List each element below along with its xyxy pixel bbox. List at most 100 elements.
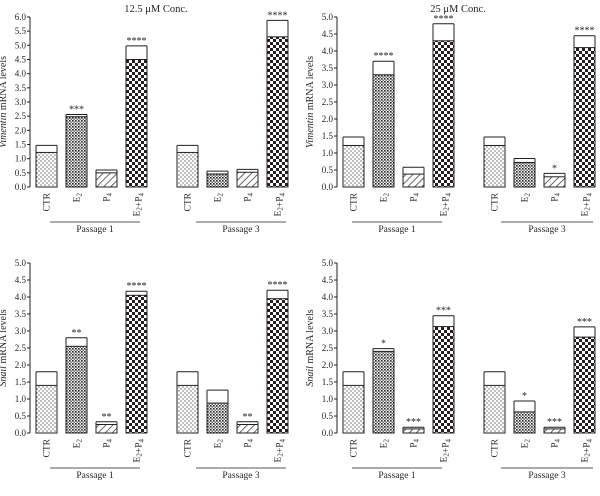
y-tick-label: 3.0 — [15, 97, 27, 107]
bar — [402, 428, 425, 434]
tick-label: P4 — [103, 193, 114, 202]
y-tick-label: 5.0 — [322, 12, 334, 22]
y-tick-label: 4.0 — [15, 292, 27, 302]
tick-label: P4 — [103, 439, 114, 448]
bar — [402, 173, 425, 188]
bar — [65, 116, 88, 188]
y-axis-label: Vimentin mRNA levels — [305, 56, 316, 148]
group-label: Passage 1 — [378, 471, 415, 481]
significance-label: **** — [434, 14, 454, 25]
chart-top-right: 25 μM Conc. 0.0 0.5 1.0 1.5 2.0 2.5 3.0 3.5 4.0 4… — [305, 4, 596, 235]
y-tick-label: 3.0 — [322, 326, 334, 336]
bar — [543, 176, 566, 188]
tick-label: P4 — [551, 193, 562, 202]
y-tick-label: 3.5 — [15, 309, 27, 319]
chart-title: 25 μM Conc. — [430, 4, 486, 15]
tick-label: E2+P4 — [581, 439, 594, 463]
y-tick-label: 2.0 — [15, 125, 27, 135]
tick-label: E2+P4 — [133, 439, 146, 463]
bar — [65, 345, 88, 434]
bar — [432, 326, 455, 434]
y-tick-label: 2.5 — [322, 97, 334, 107]
y-tick-label: 6.0 — [15, 12, 27, 22]
significance-label: ** — [102, 412, 112, 423]
chart-top-left: 12.5 μM Conc. 0.0 0.5 1.0 1.5 2.0 2.5 3.0 3.5 4.… — [0, 4, 289, 235]
y-tick-label: 5.0 — [15, 258, 27, 268]
y-tick-label: 0.5 — [15, 168, 27, 178]
y-tick-label: 0.0 — [15, 182, 27, 192]
y-tick-label: 3.5 — [322, 309, 334, 319]
bar — [266, 36, 289, 188]
bar — [483, 384, 506, 434]
tick-label: CTR — [491, 438, 501, 457]
bar — [266, 298, 289, 434]
significance-label: **** — [127, 36, 147, 47]
significance-label: * — [381, 339, 386, 350]
y-tick-label: 1.5 — [322, 131, 334, 141]
y-tick-label: 0.0 — [322, 428, 334, 438]
y-tick-label: 4.0 — [15, 69, 27, 79]
bar — [236, 171, 259, 188]
y-tick-label: 0.0 — [322, 182, 334, 192]
y-axis-label: Snail mRNA levels — [0, 309, 9, 386]
bar — [35, 151, 58, 188]
y-tick-label: 4.5 — [322, 275, 334, 285]
y-tick-label: 1.0 — [15, 154, 27, 164]
tick-label: P4 — [410, 193, 421, 202]
group-label: Passage 1 — [378, 225, 415, 235]
tick-label: P4 — [551, 439, 562, 448]
tick-label: CTR — [43, 438, 53, 457]
tick-label: CTR — [184, 192, 194, 211]
y-tick-label: 5.5 — [15, 26, 27, 36]
tick-label: E2 — [521, 439, 532, 449]
tick-label: E2+P4 — [133, 193, 146, 217]
bar — [236, 424, 259, 434]
significance-label: **** — [268, 280, 288, 291]
y-tick-label: 3.5 — [15, 83, 27, 93]
significance-label: **** — [374, 51, 394, 62]
tick-label: E2+P4 — [581, 193, 594, 217]
tick-label: P4 — [410, 439, 421, 448]
tick-label: CTR — [350, 192, 360, 211]
significance-label: **** — [127, 281, 147, 292]
bar — [372, 350, 395, 434]
tick-label: CTR — [491, 192, 501, 211]
bar — [125, 294, 148, 434]
significance-label: ** — [243, 412, 253, 423]
significance-label: **** — [268, 10, 288, 21]
bar — [483, 145, 506, 188]
y-tick-label: 1.5 — [322, 377, 334, 387]
group-label: Passage 1 — [76, 225, 113, 235]
y-tick-label: 4.0 — [322, 292, 334, 302]
y-tick-label: 1.5 — [15, 377, 27, 387]
y-tick-label: 4.5 — [15, 275, 27, 285]
tick-label: E2 — [214, 439, 225, 449]
y-tick-label: 1.0 — [322, 148, 334, 158]
y-tick-label: 1.0 — [15, 394, 27, 404]
tick-label: CTR — [43, 192, 53, 211]
bar — [176, 384, 199, 434]
y-tick-label: 2.5 — [15, 343, 27, 353]
tick-label: E2+P4 — [274, 193, 287, 217]
group-label: Passage 3 — [222, 471, 259, 481]
y-tick-label: 3.0 — [15, 326, 27, 336]
bar — [573, 47, 596, 188]
y-tick-label: 5.0 — [322, 258, 334, 268]
y-tick-label: 0.5 — [322, 165, 334, 175]
y-tick-label: 2.0 — [322, 114, 334, 124]
group-label: Passage 3 — [528, 225, 565, 235]
tick-label: E2 — [214, 193, 225, 203]
bar — [125, 59, 148, 188]
y-tick-label: 0.0 — [15, 428, 27, 438]
tick-label: E2 — [380, 193, 391, 203]
tick-label: CTR — [350, 438, 360, 457]
y-tick-label: 3.5 — [322, 63, 334, 73]
y-tick-label: 2.0 — [322, 360, 334, 370]
y-tick-label: 1.0 — [322, 394, 334, 404]
bar — [95, 172, 118, 188]
significance-label: * — [522, 391, 527, 402]
y-tick-label: 1.5 — [15, 140, 27, 150]
bar — [95, 424, 118, 434]
y-tick-label: 4.5 — [322, 29, 334, 39]
bar — [35, 384, 58, 434]
